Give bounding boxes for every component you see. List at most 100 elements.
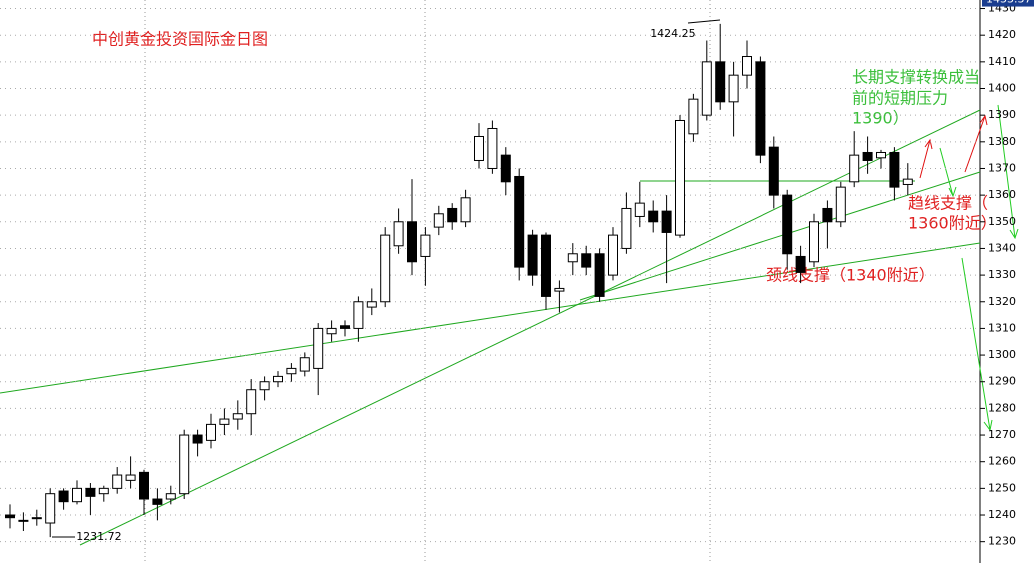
y-tick-label: 1380 <box>988 135 1016 148</box>
candle-body <box>299 357 310 372</box>
candle-body <box>795 255 806 273</box>
y-tick-label: 1270 <box>988 428 1016 441</box>
upper-trendline <box>79 109 981 546</box>
candle-body <box>206 423 216 441</box>
candle-body <box>567 253 578 263</box>
candle-body <box>45 493 56 524</box>
candle-body <box>514 175 525 268</box>
low-label: 1231.72 <box>76 530 122 543</box>
candle-body <box>742 56 752 76</box>
candle-body <box>809 221 819 263</box>
candle-body <box>192 434 203 444</box>
y-tick-label: 1240 <box>988 508 1016 521</box>
candle-body <box>688 98 699 135</box>
candle-body <box>487 127 498 169</box>
candle-body <box>273 375 283 383</box>
candle-body <box>474 135 484 161</box>
y-tick-label: 1360 <box>988 188 1016 201</box>
candle-body <box>675 119 685 236</box>
candle-body <box>862 151 873 161</box>
candle-body <box>460 197 471 223</box>
candle-body <box>902 178 913 185</box>
candle-body <box>286 367 297 375</box>
y-tick-label: 1230 <box>988 535 1016 548</box>
candle-body <box>179 434 190 495</box>
candle-body <box>822 207 833 223</box>
candle-body <box>326 327 337 335</box>
candle-body <box>715 61 726 103</box>
y-tick-label: 1410 <box>988 55 1016 68</box>
candle-body <box>313 327 324 369</box>
candle-body <box>661 210 672 233</box>
candle-body <box>608 234 618 276</box>
high-label: 1424.25 <box>650 27 696 40</box>
candle-body <box>621 207 632 249</box>
candle-body <box>527 234 538 276</box>
candle-body <box>232 413 243 420</box>
y-tick-label: 1330 <box>988 268 1016 281</box>
y-tick-label: 1340 <box>988 241 1016 254</box>
y-tick-label: 1250 <box>988 481 1016 494</box>
candle-body <box>85 487 96 497</box>
candle-body <box>876 151 886 159</box>
y-tick-label: 1290 <box>988 375 1016 388</box>
annotation: 1360附近） <box>908 214 997 233</box>
annotation: 前的短期压力 <box>852 89 948 108</box>
y-tick-label: 1280 <box>988 401 1016 414</box>
candle-body <box>755 61 766 156</box>
candle-body <box>165 493 176 500</box>
candle-body <box>648 210 659 223</box>
trendlines <box>0 104 1019 546</box>
candle-body <box>407 221 417 263</box>
arrow <box>964 114 988 173</box>
arrow <box>939 147 957 198</box>
candle-body <box>701 61 712 116</box>
y-tick-label: 1420 <box>988 28 1016 41</box>
y-tick-label: 1400 <box>988 82 1016 95</box>
arrow <box>961 257 993 432</box>
candle-body <box>139 471 149 500</box>
y-tick-label: 1370 <box>988 161 1016 174</box>
candle-body <box>782 194 793 255</box>
y-tick-label: 1350 <box>988 215 1016 228</box>
y-tick-label: 1310 <box>988 321 1016 334</box>
candle-body <box>393 221 404 247</box>
candle-body <box>246 389 257 415</box>
candle-body <box>768 146 779 196</box>
y-tick-label: 1390 <box>988 108 1016 121</box>
candle-body <box>125 474 136 481</box>
candle-body <box>112 474 123 489</box>
candle-body <box>152 498 163 505</box>
candle-body <box>433 213 444 228</box>
neckline <box>0 242 981 394</box>
candle-body <box>5 514 15 519</box>
candle-body <box>380 234 391 303</box>
arrow <box>997 104 1019 240</box>
candle-body <box>835 186 846 223</box>
candle-body <box>554 287 565 292</box>
arrow <box>919 138 933 179</box>
candle-body <box>500 154 511 183</box>
candle-body <box>353 301 364 329</box>
candle-body <box>31 517 42 520</box>
candle-body <box>366 301 377 308</box>
candle-body <box>18 519 29 522</box>
high-pointer <box>687 19 721 24</box>
candle-body <box>259 381 270 391</box>
candle-body <box>634 202 645 217</box>
lower-trendline <box>579 171 981 301</box>
y-tick-label: 1300 <box>988 348 1016 361</box>
chart-title: 中创黄金投资国际金日图 <box>92 30 268 49</box>
candle-body <box>58 490 69 503</box>
annotation: 长期支撑转换成当 <box>852 68 980 87</box>
candle-body <box>340 325 350 329</box>
candle-body <box>541 234 551 297</box>
y-tick-label: 1320 <box>988 295 1016 308</box>
candle-body <box>219 418 230 425</box>
candle-body <box>98 487 109 495</box>
candle-body <box>447 207 458 223</box>
candle-body <box>849 154 860 183</box>
red-arrows <box>919 114 988 179</box>
